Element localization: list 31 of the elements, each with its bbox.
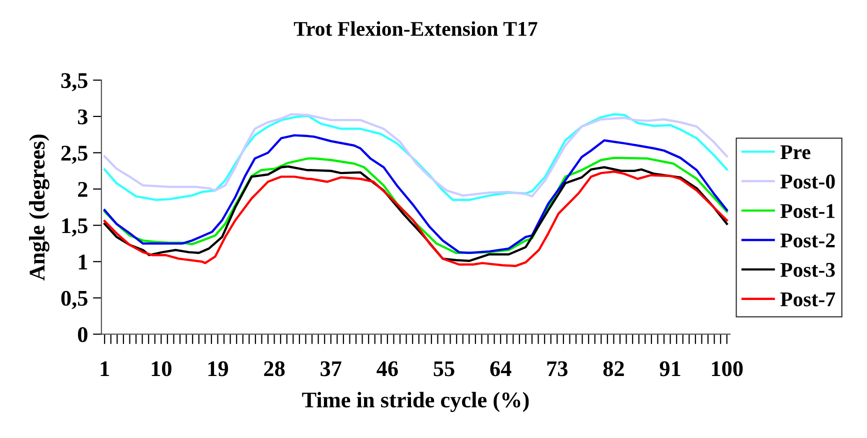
x-tick-label: 19 — [208, 361, 228, 376]
y-tick-label: 2 — [78, 182, 88, 197]
line-series — [103, 134, 728, 254]
x-tick-label: 55 — [434, 361, 454, 376]
legend-label: Pre — [780, 145, 810, 160]
x-tick-label: 46 — [376, 361, 398, 376]
x-tick-label: 28 — [264, 361, 285, 376]
y-tick-label: 3,5 — [61, 73, 88, 92]
legend-label: Post-1 — [780, 204, 835, 218]
y-tick-label: 2,5 — [61, 146, 88, 164]
line-series — [103, 156, 728, 254]
x-tick-label: 10 — [152, 361, 172, 376]
y-tick-label: 1 — [78, 254, 88, 270]
x-tick-label: 100 — [712, 361, 743, 376]
y-tick-label: 0,5 — [61, 290, 88, 310]
x-tick-label: 1 — [100, 361, 109, 376]
legend-label: Post-2 — [780, 233, 835, 248]
x-tick-label: 64 — [490, 361, 512, 376]
legend-label: Post-7 — [780, 292, 836, 306]
y-tick-label: 1,5 — [62, 218, 88, 236]
y-tick-label: 0 — [78, 327, 88, 342]
x-axis-title: Time in stride cycle (%) — [302, 392, 529, 412]
legend-label: Post-0 — [780, 174, 835, 189]
x-tick-label: 91 — [660, 361, 680, 376]
x-tick-label: 73 — [547, 361, 568, 376]
y-axis-title: Angle (degrees) — [29, 134, 50, 281]
chart-title: Trot Flexion-Extension T17 — [294, 21, 538, 36]
x-tick-label: 82 — [603, 361, 624, 376]
x-tick-label: 37 — [320, 361, 342, 376]
legend-label: Post-3 — [780, 262, 835, 277]
y-tick-label: 3 — [78, 109, 88, 124]
